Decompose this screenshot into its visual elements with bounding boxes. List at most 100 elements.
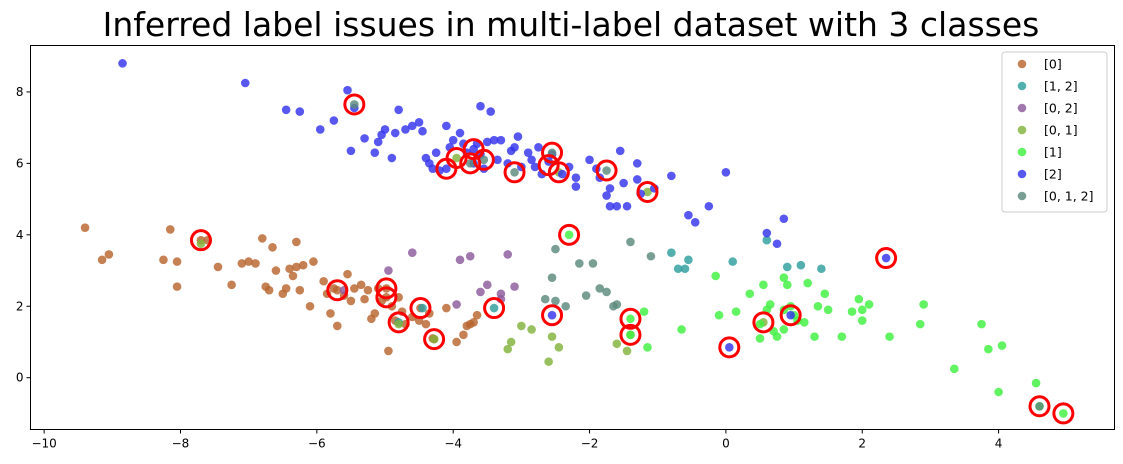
issue-marker-20 — [423, 328, 446, 351]
x-tick-label-7: 4 — [995, 437, 1003, 451]
data-point-5-18 — [407, 121, 417, 131]
legend-marker-3 — [1017, 125, 1027, 135]
data-point-0-60 — [472, 310, 482, 320]
data-point-5-80 — [469, 144, 478, 154]
chart-title: Inferred label issues in multi-label dat… — [103, 5, 1040, 44]
data-point-4-32 — [857, 316, 867, 325]
legend-marker-6 — [1017, 191, 1027, 201]
data-point-0-39 — [363, 285, 373, 295]
legend-marker-4 — [1017, 147, 1027, 157]
data-point-3-12 — [394, 319, 403, 329]
data-point-4-10 — [759, 280, 768, 290]
data-point-2-8 — [476, 287, 485, 297]
data-point-5-73 — [704, 201, 714, 211]
data-point-0-63 — [332, 285, 342, 295]
data-point-4-3 — [677, 325, 686, 334]
data-point-0-10 — [237, 259, 247, 268]
data-point-4-31 — [857, 305, 867, 315]
issue-marker-15 — [326, 279, 349, 302]
data-point-5-62 — [605, 201, 615, 211]
issue-marker-7 — [541, 141, 564, 164]
data-point-0-3 — [165, 225, 175, 234]
issue-marker-22 — [541, 304, 564, 327]
data-point-4-4 — [711, 271, 720, 281]
data-point-0-16 — [268, 243, 277, 252]
data-point-5-55 — [571, 182, 581, 191]
data-point-4-34 — [885, 332, 894, 341]
legend-label-6: [0, 1, 2] — [1044, 189, 1094, 204]
issue-marker-5 — [472, 148, 495, 171]
data-point-2-7 — [452, 300, 461, 309]
data-point-5-28 — [448, 135, 458, 145]
data-point-2-9 — [384, 266, 393, 275]
x-tick-label-0: −10 — [31, 437, 56, 451]
data-point-3-8 — [612, 339, 622, 349]
data-point-6-10 — [626, 237, 635, 247]
data-point-0-20 — [285, 264, 294, 274]
data-point-6-15 — [479, 155, 489, 165]
data-point-5-71 — [684, 210, 693, 220]
data-point-4-29 — [847, 307, 857, 316]
data-point-0-26 — [305, 301, 315, 311]
data-point-0-21 — [288, 271, 298, 281]
data-point-5-37 — [486, 107, 495, 116]
data-point-4-40 — [994, 387, 1003, 397]
data-point-0-11 — [244, 257, 253, 266]
data-point-5-46 — [523, 148, 533, 157]
data-point-3-4 — [527, 325, 536, 334]
data-point-5-13 — [380, 125, 390, 134]
data-point-0-5 — [172, 257, 182, 266]
data-point-3-0 — [196, 239, 206, 249]
data-point-6-19 — [465, 159, 475, 168]
data-point-1-9 — [489, 303, 499, 313]
data-point-0-25 — [298, 260, 308, 270]
data-point-5-2 — [281, 105, 291, 115]
data-point-0-61 — [459, 330, 468, 340]
data-point-0-0 — [80, 223, 90, 232]
legend-label-1: [1, 2] — [1044, 79, 1078, 94]
data-point-2-2 — [465, 251, 475, 261]
data-point-0-27 — [309, 257, 318, 266]
data-point-2-4 — [503, 250, 513, 259]
legend-label-2: [0, 2] — [1044, 101, 1078, 116]
issue-marker-18 — [409, 297, 432, 320]
data-point-4-18 — [782, 280, 792, 290]
data-point-5-61 — [605, 184, 615, 193]
data-point-0-35 — [346, 296, 356, 306]
data-point-5-15 — [390, 128, 400, 138]
data-point-5-26 — [442, 121, 451, 131]
data-point-0-4 — [159, 255, 168, 265]
data-point-5-72 — [690, 218, 700, 227]
data-point-5-24 — [431, 148, 441, 157]
data-point-5-14 — [387, 153, 397, 163]
issue-marker-25 — [718, 336, 741, 359]
data-point-0-56 — [452, 337, 461, 347]
data-point-0-15 — [264, 285, 274, 295]
data-point-5-10 — [370, 148, 380, 157]
data-point-1-1 — [673, 264, 683, 274]
data-point-4-30 — [854, 294, 864, 304]
data-point-3-3 — [503, 344, 513, 354]
data-point-6-14 — [350, 100, 359, 109]
issue-marker-16 — [375, 277, 398, 300]
data-point-1-0 — [667, 248, 676, 257]
legend-label-5: [2] — [1044, 167, 1062, 182]
data-point-4-8 — [755, 319, 765, 329]
data-point-4-15 — [779, 273, 789, 282]
data-point-5-40 — [496, 135, 506, 145]
data-point-5-79 — [476, 101, 485, 111]
data-point-6-9 — [612, 300, 622, 309]
x-tick-label-3: −4 — [444, 437, 462, 451]
legend-marker-5 — [1017, 169, 1027, 179]
data-point-1-6 — [782, 262, 792, 272]
data-point-6-17 — [510, 168, 519, 177]
data-point-3-13 — [429, 334, 439, 344]
data-point-0-32 — [332, 321, 342, 331]
data-point-6-20 — [1035, 401, 1044, 411]
data-point-5-65 — [619, 178, 628, 188]
issue-marker-6 — [503, 161, 526, 184]
data-point-6-5 — [588, 259, 598, 268]
y-tick-label-0: 0 — [16, 371, 24, 385]
data-point-4-25 — [813, 301, 823, 311]
